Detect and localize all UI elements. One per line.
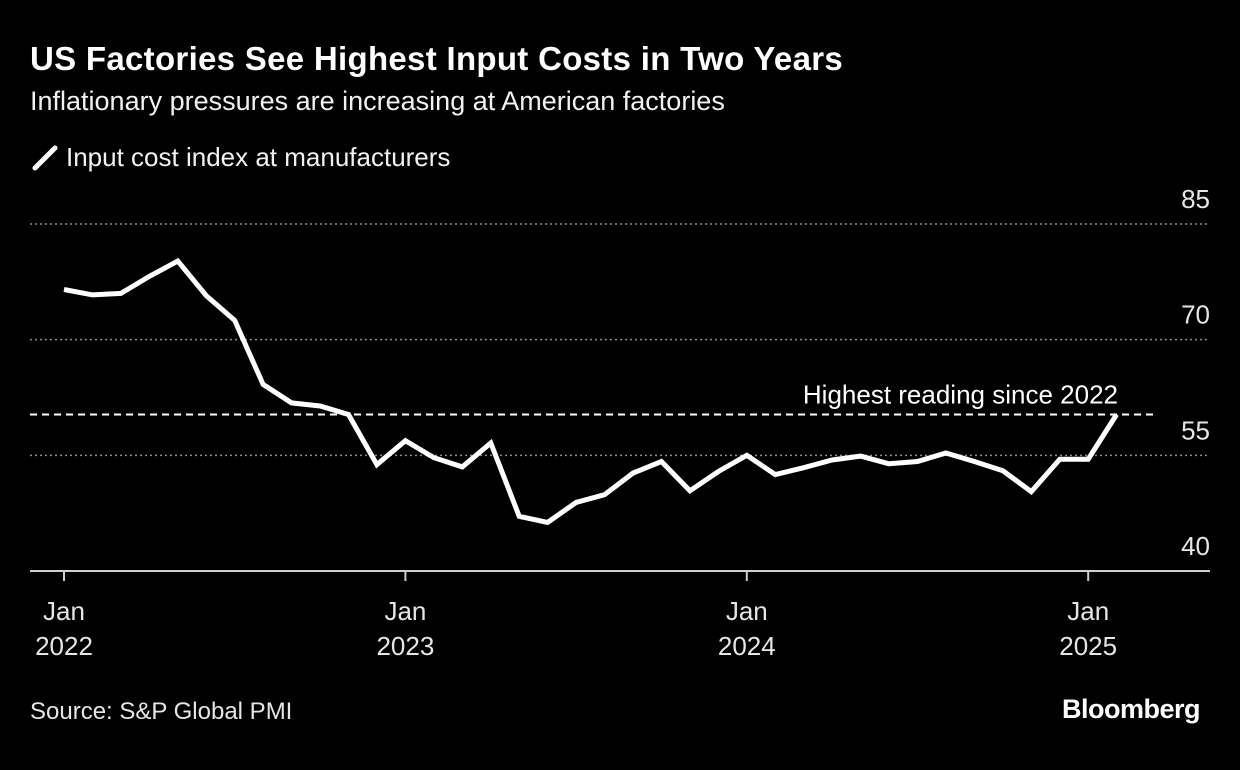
data-point: [403, 438, 408, 443]
data-point: [744, 453, 749, 458]
bloomberg-logo: Bloomberg: [1061, 694, 1201, 724]
data-point: [261, 382, 266, 387]
data-point: [147, 274, 152, 279]
data-point: [1029, 489, 1034, 494]
data-point: [602, 492, 607, 497]
x-tick-month-2022: Jan: [43, 596, 85, 626]
data-point: [972, 459, 977, 464]
data-point: [346, 412, 351, 417]
source-note: Source: S&P Global PMI: [30, 698, 293, 725]
data-point: [232, 318, 237, 323]
data-point: [90, 292, 95, 297]
data-point: [1086, 457, 1091, 462]
x-tick-year-2024: 2024: [718, 631, 776, 661]
data-point: [858, 454, 863, 459]
chart-subtitle: Inflationary pressures are increasing at…: [30, 86, 725, 116]
data-point: [716, 469, 721, 474]
data-point: [62, 287, 67, 292]
data-point: [289, 400, 294, 405]
x-tick-year-2025: 2025: [1059, 631, 1117, 661]
data-point: [887, 461, 892, 466]
data-point: [431, 455, 436, 460]
data-point: [773, 472, 778, 477]
data-point: [631, 471, 636, 476]
y-tick-label-85: 85: [1181, 184, 1210, 214]
data-point: [943, 451, 948, 456]
data-point: [460, 464, 465, 469]
x-tick-year-2023: 2023: [376, 631, 434, 661]
data-point: [659, 459, 664, 464]
data-point: [915, 459, 920, 464]
data-point: [830, 457, 835, 462]
data-point: [488, 440, 493, 445]
legend-line-icon: [32, 145, 58, 170]
data-point: [374, 462, 379, 467]
legend: Input cost index at manufacturers: [30, 142, 450, 173]
data-point: [1114, 412, 1119, 417]
data-point: [1057, 457, 1062, 462]
chart-title: US Factories See Highest Input Costs in …: [30, 40, 844, 77]
data-point: [318, 403, 323, 408]
data-point: [118, 291, 123, 296]
x-tick-year-2022: 2022: [35, 631, 93, 661]
y-tick-label-40: 40: [1181, 531, 1210, 561]
y-tick-label-70: 70: [1181, 300, 1210, 330]
legend-label: Input cost index at manufacturers: [66, 142, 451, 172]
x-tick-month-2024: Jan: [726, 596, 768, 626]
data-point: [1000, 468, 1005, 473]
data-point: [801, 465, 806, 470]
data-point: [175, 259, 180, 264]
data-point: [574, 500, 579, 505]
data-point: [545, 520, 550, 525]
x-tick-month-2023: Jan: [384, 596, 426, 626]
x-tick-month-2025: Jan: [1067, 596, 1109, 626]
data-point: [204, 293, 209, 298]
annotation-label: Highest reading since 2022: [803, 379, 1118, 409]
y-tick-label-55: 55: [1181, 415, 1210, 445]
data-point: [687, 488, 692, 493]
series-line-input-cost: [63, 257, 1119, 526]
data-point: [517, 514, 522, 519]
